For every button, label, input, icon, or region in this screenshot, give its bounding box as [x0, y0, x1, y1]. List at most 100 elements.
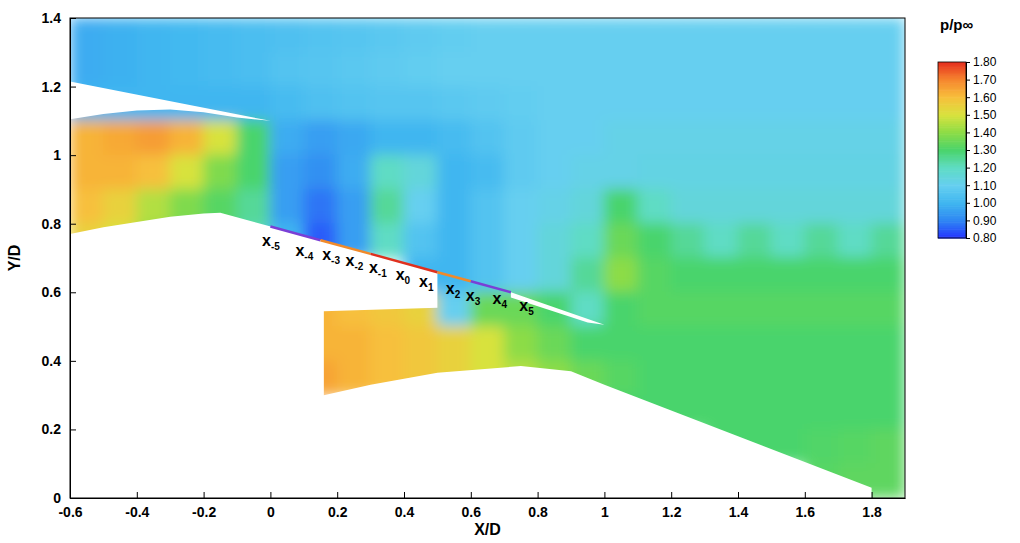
field-cell — [537, 258, 571, 293]
colorbar-tick-label: 1.80 — [973, 55, 997, 69]
colorbar-tick-mark — [966, 62, 970, 63]
probe-subscript: -4 — [304, 251, 313, 262]
field-cell — [771, 258, 805, 293]
field-cell — [838, 189, 872, 224]
y-tick-label: 0 — [53, 490, 61, 506]
x-tick: 1.2 — [662, 492, 682, 520]
y-tick-label: 1.2 — [42, 79, 62, 95]
field-cell — [604, 223, 638, 258]
field-cell — [738, 258, 772, 293]
colorbar-tick: 1.80 — [966, 55, 997, 69]
field-cell — [738, 120, 772, 155]
probe-symbol: x — [446, 280, 455, 297]
colorbar-tick-mark — [966, 220, 970, 221]
field-cell — [838, 326, 872, 361]
field-cell — [571, 258, 605, 293]
field-cell — [604, 86, 638, 121]
field-cell — [804, 292, 838, 327]
x-tick: 1 — [601, 492, 609, 520]
field-cell — [70, 189, 104, 224]
plot-area — [70, 18, 905, 498]
field-cell — [303, 18, 337, 53]
field-cell — [504, 155, 538, 190]
y-tick: 1.4 — [42, 10, 76, 26]
field-cell — [337, 326, 371, 361]
field-cell — [470, 258, 504, 293]
field-cell — [838, 155, 872, 190]
field-cell — [504, 223, 538, 258]
x-tick-mark — [805, 492, 806, 498]
field-cell — [771, 292, 805, 327]
field-cell — [303, 155, 337, 190]
probe-subscript: -2 — [354, 261, 363, 272]
y-tick: 1 — [53, 147, 76, 163]
field-cell — [370, 120, 404, 155]
x-tick: 1.4 — [729, 492, 749, 520]
field-cell — [738, 18, 772, 53]
field-cell — [537, 223, 571, 258]
probe-label: x4 — [493, 290, 508, 310]
field-cell — [604, 120, 638, 155]
field-cell — [337, 189, 371, 224]
field-cell — [270, 86, 304, 121]
field-cell — [637, 258, 671, 293]
field-cell — [738, 223, 772, 258]
field-cell — [804, 155, 838, 190]
probe-subscript: 1 — [428, 282, 434, 293]
probe-label: x0 — [396, 266, 411, 286]
x-tick-label: 1.8 — [862, 504, 882, 520]
x-tick-mark — [671, 492, 672, 498]
colorbar-tick: 0.90 — [966, 214, 997, 228]
field-cell — [771, 86, 805, 121]
field-cell — [871, 223, 905, 258]
field-cell — [637, 360, 671, 395]
y-tick-mark — [70, 429, 76, 430]
field-cell — [704, 223, 738, 258]
field-cell — [404, 18, 438, 53]
x-tick-mark — [872, 492, 873, 498]
field-cell — [337, 120, 371, 155]
field-cell — [671, 86, 705, 121]
x-tick: 0.6 — [462, 492, 482, 520]
field-cell — [370, 155, 404, 190]
field-cell — [604, 189, 638, 224]
field-cell — [70, 120, 104, 155]
field-cell — [237, 155, 271, 190]
x-tick: -0.4 — [125, 492, 149, 520]
probe-symbol: x — [262, 232, 271, 249]
field-cell — [604, 18, 638, 53]
field-cell — [871, 429, 905, 464]
x-tick-mark — [404, 492, 405, 498]
field-cell — [571, 52, 605, 87]
x-tick-label: -0.2 — [192, 504, 216, 520]
field-cell — [337, 52, 371, 87]
field-cell — [203, 155, 237, 190]
x-tick-mark — [204, 492, 205, 498]
field-cell — [237, 18, 271, 53]
x-tick-mark — [738, 492, 739, 498]
probe-label: x-1 — [369, 259, 387, 279]
field-cell — [370, 189, 404, 224]
field-cell — [771, 189, 805, 224]
field-cell — [537, 86, 571, 121]
field-cell — [637, 18, 671, 53]
field-cell — [203, 120, 237, 155]
x-tick-mark — [337, 492, 338, 498]
field-cell — [170, 52, 204, 87]
field-cell — [470, 18, 504, 53]
field-cell — [804, 52, 838, 87]
field-cell — [237, 52, 271, 87]
probe-symbol: x — [519, 297, 528, 314]
field-cell — [871, 258, 905, 293]
x-tick-mark — [471, 492, 472, 498]
field-cell — [136, 155, 170, 190]
field-cell — [370, 326, 404, 361]
y-tick-label: 0.8 — [42, 216, 62, 232]
field-cell — [604, 326, 638, 361]
colorbar-tick: 1.50 — [966, 108, 997, 122]
x-tick: 0.8 — [528, 492, 548, 520]
field-cell — [637, 326, 671, 361]
field-cell — [871, 86, 905, 121]
wall-segment — [270, 226, 320, 240]
solid-body — [70, 213, 872, 498]
